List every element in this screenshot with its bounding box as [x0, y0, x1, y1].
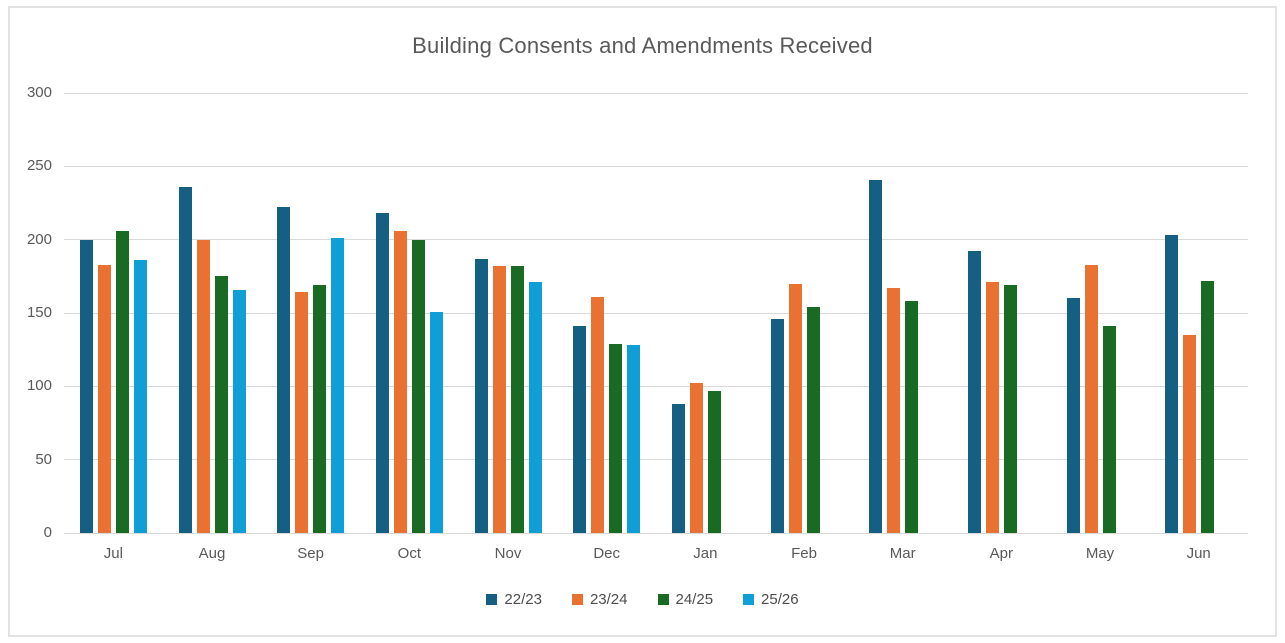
chart-frame: Building Consents and Amendments Receive… — [8, 6, 1277, 637]
gridline-300 — [64, 92, 1248, 94]
bar-feb-24-25 — [806, 307, 820, 533]
bar-jul-25-26 — [133, 260, 147, 533]
y-axis-tick-300: 300 — [26, 84, 52, 101]
bar-may-22-23 — [1066, 298, 1080, 533]
bar-apr-22-23 — [967, 251, 981, 533]
bar-dec-24-25 — [609, 343, 623, 533]
bar-dec-23-24 — [591, 296, 605, 533]
gridline-200 — [64, 239, 1248, 241]
bar-apr-23-24 — [985, 282, 999, 533]
bar-aug-23-24 — [196, 239, 210, 533]
bar-dec-22-23 — [573, 326, 587, 533]
y-axis-tick-50: 50 — [35, 450, 52, 468]
bar-sep-25-26 — [331, 238, 345, 533]
bar-mar-23-24 — [887, 288, 901, 533]
bar-jul-22-23 — [79, 239, 93, 533]
bar-jun-22-23 — [1165, 235, 1179, 533]
bar-feb-23-24 — [788, 283, 802, 533]
bar-oct-23-24 — [393, 230, 407, 533]
bar-feb-22-23 — [770, 318, 784, 533]
bar-sep-22-23 — [277, 207, 291, 533]
gridline-0 — [64, 532, 1248, 534]
legend-item-22-23: 22/23 — [486, 591, 542, 608]
x-axis-tick-sep: Sep — [297, 545, 324, 562]
bar-oct-25-26 — [429, 311, 443, 533]
bar-jun-23-24 — [1183, 335, 1197, 533]
bar-mar-24-25 — [905, 301, 919, 533]
chart-title: Building Consents and Amendments Receive… — [412, 33, 873, 58]
x-axis-tick-jan: Jan — [693, 545, 718, 562]
gridline-150 — [64, 312, 1248, 314]
x-axis-tick-oct: Oct — [397, 545, 421, 562]
bar-aug-22-23 — [178, 186, 192, 533]
bar-nov-22-23 — [474, 258, 488, 533]
bar-apr-24-25 — [1003, 285, 1017, 533]
bar-nov-25-26 — [528, 282, 542, 533]
legend-label: 23/24 — [589, 591, 628, 608]
y-axis-tick-0: 0 — [43, 524, 52, 541]
bar-jun-24-25 — [1201, 280, 1215, 533]
bar-may-24-25 — [1102, 326, 1116, 533]
y-axis-tick-200: 200 — [26, 230, 52, 248]
y-axis-tick-100: 100 — [26, 377, 52, 395]
legend-item-24-25: 24/25 — [657, 591, 714, 608]
bar-jul-24-25 — [115, 230, 129, 533]
legend-label: 25/26 — [761, 591, 799, 608]
bar-sep-23-24 — [295, 292, 309, 533]
y-axis-tick-150: 150 — [26, 304, 52, 321]
bar-aug-25-26 — [232, 289, 246, 533]
x-axis-tick-aug: Aug — [198, 545, 226, 562]
x-axis-tick-jul: Jul — [103, 545, 123, 562]
legend-item-23-24: 23/24 — [571, 591, 628, 608]
x-axis-tick-dec: Dec — [593, 545, 620, 562]
bar-may-23-24 — [1084, 264, 1098, 533]
legend-item-25-26: 25/26 — [743, 591, 799, 608]
x-axis-tick-nov: Nov — [494, 545, 522, 562]
bar-jan-23-24 — [689, 383, 703, 533]
x-axis-tick-mar: Mar — [889, 545, 916, 562]
bar-jan-24-25 — [707, 390, 721, 533]
bar-oct-24-25 — [411, 239, 425, 533]
legend: 22/23 23/24 24/25 25/26 — [10, 591, 1275, 608]
legend-swatch-icon — [486, 594, 498, 605]
bar-nov-23-24 — [492, 266, 506, 533]
x-axis-tick-feb: Feb — [791, 545, 817, 562]
bar-sep-24-25 — [313, 285, 327, 533]
gridline-50 — [64, 459, 1248, 461]
x-axis-tick-apr: Apr — [989, 545, 1013, 562]
legend-swatch-icon — [657, 594, 669, 605]
bar-mar-22-23 — [869, 179, 883, 533]
legend-label: 24/25 — [675, 591, 714, 608]
gridline-100 — [64, 385, 1248, 387]
bar-nov-24-25 — [510, 266, 524, 533]
gridline-250 — [64, 165, 1248, 167]
legend-swatch-icon — [743, 594, 755, 605]
x-axis-tick-jun: Jun — [1186, 545, 1211, 562]
bar-jan-22-23 — [671, 403, 685, 533]
y-axis-tick-250: 250 — [26, 157, 52, 175]
bar-aug-24-25 — [214, 276, 228, 533]
x-axis-tick-may: May — [1085, 545, 1115, 562]
bar-oct-22-23 — [375, 213, 389, 533]
bar-dec-25-26 — [627, 345, 641, 533]
bar-jul-23-24 — [97, 264, 111, 533]
legend-label: 22/23 — [504, 591, 542, 608]
legend-swatch-icon — [571, 594, 583, 605]
